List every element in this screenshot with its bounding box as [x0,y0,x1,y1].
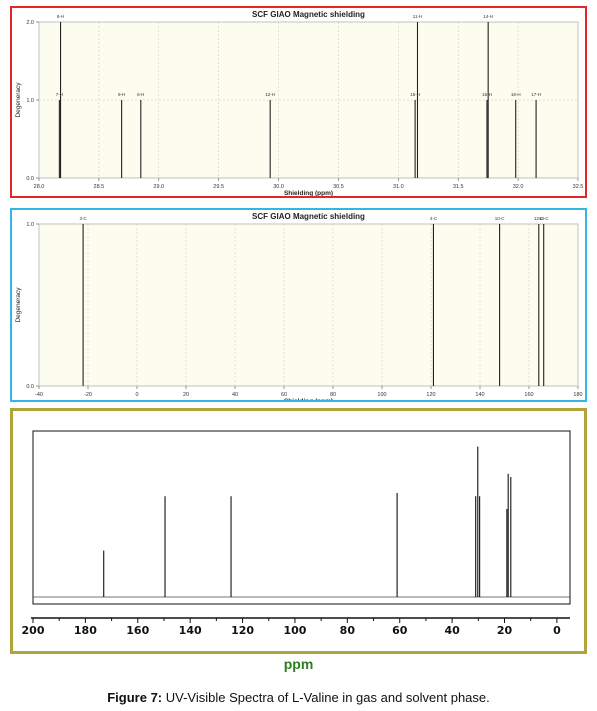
x-tick-label: 0 [135,392,138,398]
carbon-shielding-chart: SCF GIAO Magnetic shielding -40 -20 0 20 40 60… [15,212,583,400]
carbon-shielding-panel: SCF GIAO Magnetic shielding -40 -20 0 20 40 60… [10,208,587,402]
x-tick-label: 140 [475,392,484,398]
x-tick-label: 160 [126,624,149,637]
x-tick-label: 160 [524,392,533,398]
experimental-nmr-chart: 200 180 160 140 120 100 80 60 40 20 0 [22,430,571,637]
y-tick-label: 1.0 [26,98,34,104]
y-axis-title: Degeneracy [15,287,22,323]
plot-area [38,223,579,387]
x-tick-label: 60 [281,392,287,398]
experimental-nmr-panel: 200 180 160 140 120 100 80 60 40 20 0 [10,408,587,654]
x-tick-label: 29.0 [153,184,164,190]
x-tick-label: 80 [330,392,336,398]
x-tick-label: 120 [426,392,435,398]
x-tick-label: 20 [183,392,189,398]
figure-caption-label: Figure 7: [107,690,163,705]
x-tick-label: 60 [392,624,408,637]
x-tick-label: 28.5 [94,184,105,190]
x-tick-label: 100 [377,392,386,398]
x-tick-label: 40 [444,624,460,637]
hydrogen-shielding-chart: SCF GIAO Magnetic shielding 28.0 28.5 29.0 2… [15,10,584,196]
peak-label: 14-H [483,14,493,19]
x-tick-label: 32.5 [573,184,584,190]
hydrogen-shielding-panel: SCF GIAO Magnetic shielding 28.0 28.5 29.0 2… [10,6,587,198]
x-tick-label: 30.0 [273,184,284,190]
peak-label: 16-H [482,92,492,97]
figure-caption-text: UV-Visible Spectra of L-Valine in gas an… [162,690,490,705]
peak-label: 13-C [539,216,550,221]
peak-label: 15-H [410,92,420,97]
x-tick-label: 120 [231,624,254,637]
y-tick-label: 1.0 [26,222,34,228]
chart-title: SCF GIAO Magnetic shielding [252,10,365,19]
peak-label: 3-C [79,216,87,221]
plot-frame [32,430,571,605]
peak-label: 4-C [430,216,438,221]
peak-label: 12-C [534,216,545,221]
x-axis-title: Shielding (ppm) [284,190,333,196]
x-tick-label: 40 [232,392,238,398]
x-tick-label: 20 [497,624,513,637]
peak-label: 18-H [511,92,521,97]
x-tick-label: 32.0 [513,184,524,190]
x-tick-label: 180 [573,392,582,398]
y-tick-label: 0.0 [26,384,34,390]
y-axis-title: Degeneracy [15,82,22,118]
peak-label: 9-H [118,92,125,97]
x-axis-title: Shielding (ppm) [284,398,333,400]
peak-label: 6-H [137,92,144,97]
x-tick-label: 80 [340,624,356,637]
peak-label: 8-H [57,14,64,19]
peak-label: 10-C [495,216,506,221]
x-tick-label: 28.0 [34,184,45,190]
x-tick-label: 100 [283,624,306,637]
peak-label: 17-H [531,92,541,97]
peak-label: 12-H [265,92,275,97]
x-tick-label: 29.5 [213,184,224,190]
x-tick-label: 31.0 [393,184,404,190]
ppm-axis-label: ppm [283,656,314,672]
peak-label: 11-H [413,14,422,19]
x-tick-label: 200 [22,624,45,637]
peak-label: 7-H [56,92,63,97]
x-tick-label: 0 [553,624,561,637]
chart-title: SCF GIAO Magnetic shielding [252,212,365,221]
x-tick-label: 140 [179,624,202,637]
x-tick-label: -20 [84,392,92,398]
x-tick-label: -40 [35,392,43,398]
figure-caption: Figure 7: UV-Visible Spectra of L-Valine… [0,690,597,705]
x-tick-label: 180 [74,624,97,637]
x-tick-label: 31.5 [453,184,464,190]
y-tick-label: 2.0 [26,20,34,26]
x-tick-label: 30.5 [333,184,344,190]
y-tick-label: 0.0 [26,176,34,182]
